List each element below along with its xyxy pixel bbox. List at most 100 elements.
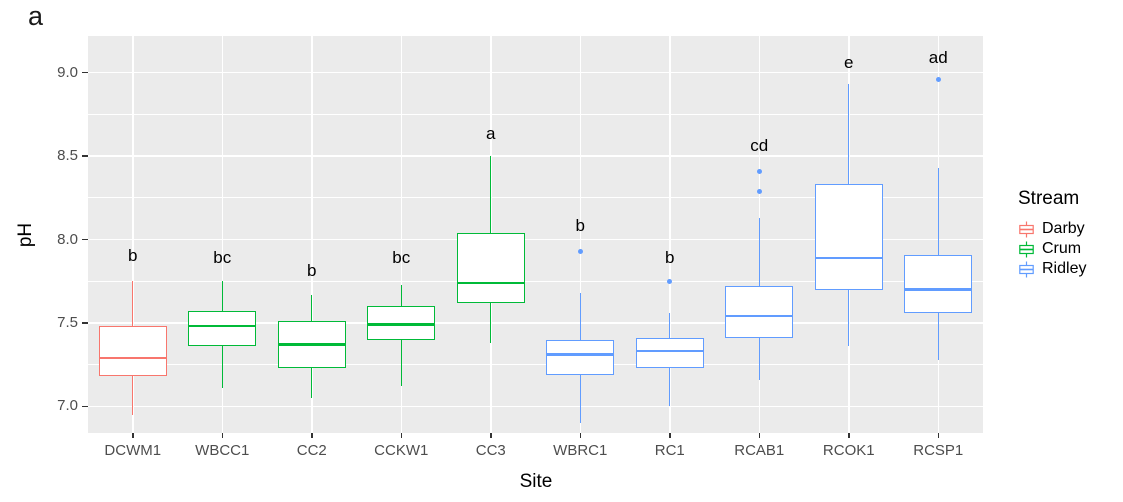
whisker-upper-rcsp1	[937, 167, 939, 255]
gridline-minor	[88, 280, 983, 282]
boxplot-key-icon	[1018, 261, 1035, 278]
sig-label-cc3: a	[486, 124, 496, 144]
boxplot-key-icon	[1018, 241, 1035, 258]
gridline-vertical	[579, 36, 581, 433]
x-tick-label-cc2: CC2	[296, 442, 327, 459]
gridline-major	[88, 155, 983, 157]
x-tick-label-rcok1: RCOK1	[822, 442, 875, 459]
whisker-upper-rcab1	[758, 217, 760, 287]
plot-panel: b bc b bc a b b cd e ad	[88, 36, 983, 433]
y-tick-label: 9.0	[57, 63, 78, 81]
gridline-major	[88, 71, 983, 74]
outlier-rcab1	[756, 188, 762, 194]
sig-label-wbcc1: bc	[213, 247, 232, 267]
box-cc3	[456, 232, 525, 303]
whisker-upper-cc3	[490, 156, 492, 233]
median-rcok1	[814, 256, 883, 259]
gridline-major	[88, 238, 983, 241]
y-axis-title: pH	[15, 222, 36, 248]
outlier-rcsp1	[935, 76, 941, 82]
whisker-lower-wbcc1	[221, 346, 223, 388]
x-axis-tick	[937, 433, 939, 438]
panel-tag: a	[28, 1, 44, 31]
legend-label-crum: Crum	[1042, 240, 1082, 257]
x-axis-tick	[221, 433, 223, 438]
outlier-rc1	[667, 278, 673, 284]
whisker-lower-rcsp1	[937, 312, 939, 360]
box-rc1	[635, 337, 704, 368]
sig-label-cc2: b	[307, 261, 317, 281]
whisker-upper-wbrc1	[579, 292, 581, 340]
gridline-minor	[88, 364, 983, 365]
sig-label-cckw1: bc	[392, 247, 411, 267]
y-tick-label: 8.5	[57, 147, 78, 165]
box-wbcc1	[188, 311, 257, 347]
whisker-upper-cc2	[311, 294, 313, 322]
x-tick-label-cc3: CC3	[475, 442, 506, 459]
outlier-wbrc1	[577, 248, 583, 254]
sig-label-rcsp1: ad	[928, 47, 948, 67]
y-tick-label: 8.0	[57, 230, 78, 248]
gridline-vertical	[669, 36, 671, 433]
median-cckw1	[367, 323, 436, 326]
whisker-lower-rcok1	[848, 289, 850, 347]
legend-item-darby: Darby	[1018, 219, 1122, 239]
x-axis-tick	[132, 433, 134, 438]
gridline-minor	[88, 197, 983, 199]
whisker-lower-rcab1	[758, 337, 760, 380]
median-wbrc1	[546, 353, 615, 356]
median-rc1	[635, 350, 704, 353]
whisker-upper-dcwm1	[132, 281, 134, 327]
x-tick-label-dcwm1: DCWM1	[104, 442, 162, 459]
whisker-upper-cckw1	[400, 284, 402, 307]
x-tick-label-rcsp1: RCSP1	[913, 442, 964, 459]
x-axis-tick	[669, 433, 671, 438]
whisker-upper-rc1	[669, 312, 671, 338]
x-axis-tick	[400, 433, 402, 438]
median-dcwm1	[98, 356, 167, 360]
gridline-vertical	[311, 36, 313, 433]
whisker-lower-dcwm1	[132, 376, 134, 415]
sig-label-rcab1: cd	[750, 136, 769, 156]
box-dcwm1	[98, 326, 167, 377]
box-wbrc1	[546, 339, 615, 375]
box-rcsp1	[904, 254, 973, 313]
gridline-vertical	[400, 36, 402, 433]
gridline-vertical	[221, 36, 223, 433]
y-tick-label: 7.5	[57, 313, 78, 331]
sig-label-dcwm1: b	[128, 246, 138, 266]
x-tick-label-rcab1: RCAB1	[734, 442, 785, 459]
legend-label-darby: Darby	[1042, 220, 1085, 237]
x-axis-tick	[848, 433, 850, 438]
legend: Stream Darby Crum	[1018, 188, 1122, 279]
outlier-rcab1	[756, 168, 762, 174]
x-tick-label-rc1: RC1	[654, 442, 685, 459]
gridline-vertical	[132, 36, 134, 433]
x-tick-label-cckw1: CCKW1	[374, 442, 429, 459]
gridline-major	[88, 322, 983, 324]
y-axis-tick	[82, 155, 88, 157]
box-rcab1	[725, 286, 794, 338]
box-cckw1	[367, 306, 436, 340]
median-rcsp1	[904, 288, 973, 291]
whisker-lower-cc3	[490, 302, 492, 343]
median-rcab1	[725, 315, 794, 318]
x-axis-title: Site	[519, 471, 553, 492]
x-tick-label-wbrc1: WBRC1	[553, 442, 608, 459]
legend-title: Stream	[1018, 188, 1080, 209]
gridline-major	[88, 405, 983, 408]
sig-label-rc1: b	[665, 247, 675, 267]
y-axis-tick	[82, 322, 88, 324]
box-rcok1	[814, 184, 883, 290]
y-tick-label: 7.0	[57, 397, 78, 415]
sig-label-wbrc1: b	[575, 216, 585, 236]
whisker-upper-rcok1	[848, 84, 850, 185]
y-axis-tick	[82, 238, 88, 241]
whisker-lower-cc2	[311, 367, 313, 398]
gridline-minor	[88, 113, 983, 115]
x-axis-tick	[579, 433, 581, 438]
y-axis-tick	[82, 71, 88, 74]
x-axis-tick	[758, 433, 760, 438]
whisker-lower-wbrc1	[579, 374, 581, 423]
